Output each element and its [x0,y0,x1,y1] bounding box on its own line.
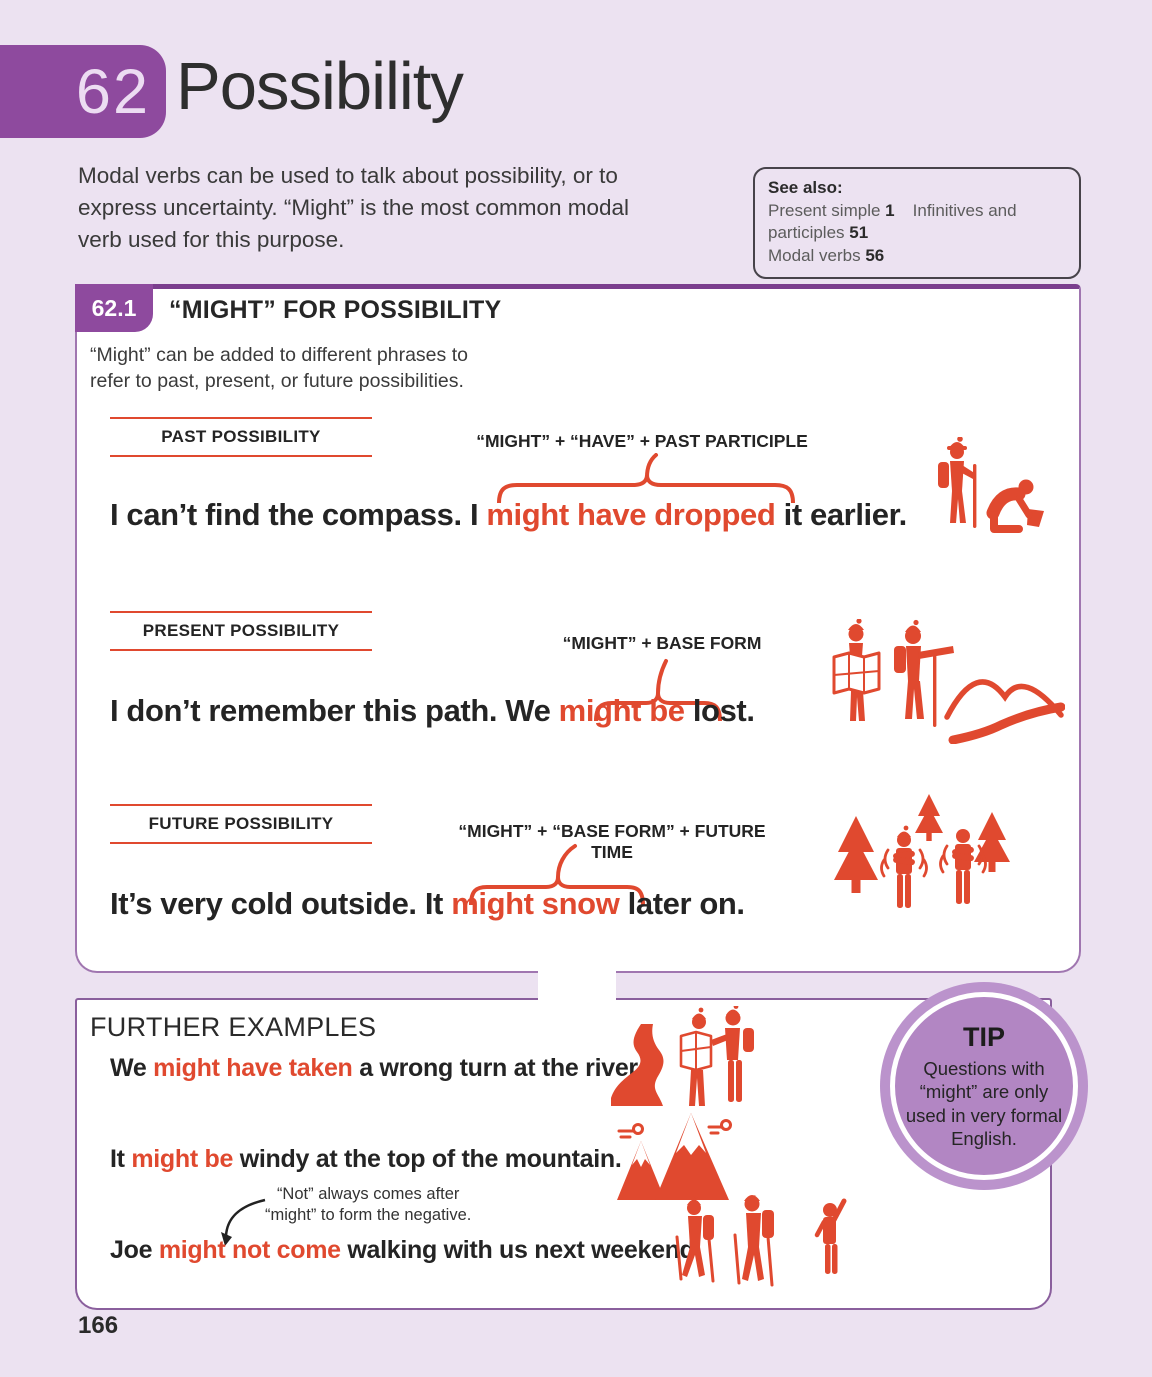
example-sentence-past: I can’t find the compass. I might have d… [110,497,907,532]
highlight-might-phrase: might be [131,1145,234,1173]
structure-label-present: “MIGHT” + BASE FORM [562,633,762,653]
highlight-might-phrase: might be [558,693,685,728]
label-future-possibility: FUTURE POSSIBILITY [110,804,372,844]
structure-label-past: “MIGHT” + “HAVE” + PAST PARTICIPLE [476,431,808,451]
page-title: Possibility [176,49,464,124]
see-also-ref: Present simple 1 [768,200,895,220]
overbrace-past [497,453,795,503]
section-number-badge: 62.1 [75,284,153,332]
see-also-box: See also: Present simple 1 Infinitives an… [753,167,1081,280]
tip-inner-circle: TIP Questions with “might” are only used… [890,992,1078,1180]
see-also-ref: Infinitives and participles 51 [768,200,1017,243]
further-example-2: It might be windy at the top of the moun… [110,1145,622,1173]
example-sentence-present: I don’t remember this path. We might be … [110,693,755,728]
label-present-possibility: PRESENT POSSIBILITY [110,611,372,651]
further-example-1: We might have taken a wrong turn at the … [110,1054,644,1082]
negative-form-annotation: “Not” always comes after “might” to form… [265,1185,472,1225]
unit-number-badge: 62 [0,45,166,138]
highlight-might-phrase: might not come [158,1236,341,1264]
structure-label-future: “MIGHT” + “BASE FORM” + FUTURE TIME [458,821,766,862]
see-also-row: Modal verbs 56 [768,245,1066,268]
page-number: 166 [78,1312,119,1339]
highlight-might-phrase: might snow [451,886,620,921]
unit-number: 62 [75,56,150,127]
section-subtitle: “Might” can be added to different phrase… [90,344,468,392]
annotation-arrow [221,1198,266,1246]
river-and-hikers-reading-map-illustration [607,1004,767,1116]
intro-text: Modal verbs can be used to talk about po… [78,163,630,252]
highlight-might-phrase: might have dropped [486,497,776,532]
overbrace-future [469,844,645,905]
example-sentence-future: It’s very cold outside. It might snow la… [110,886,745,921]
see-also-title: See also: [768,178,843,197]
panel-connector [538,958,616,1006]
further-examples-title: FURTHER EXAMPLES [90,1012,377,1042]
walking-hikers-and-waving-person-illustration [667,1190,867,1302]
windy-snowcapped-mountains-illustration [617,1105,735,1205]
section-panel-62-1: 62.1 “MIGHT” FOR POSSIBILITY “Might” can… [75,284,1081,973]
tip-text: Questions with “might” are only used in … [905,1058,1063,1149]
section-heading: “MIGHT” FOR POSSIBILITY [169,296,502,324]
further-example-3: Joe might not come walking with us next … [110,1236,702,1264]
tip-circle: TIP Questions with “might” are only used… [880,982,1088,1190]
see-also-ref: Modal verbs 56 [768,245,885,265]
tip-title: TIP [962,1022,1005,1053]
overbrace-present [594,659,722,721]
see-also-row: Present simple 1 Infinitives and particip… [768,200,1066,245]
hiker-and-kneeling-hiker-illustration [927,436,1052,552]
hikers-with-map-and-mountain-path-illustration [825,618,1066,749]
highlight-might-phrase: might have taken [153,1054,353,1082]
pine-trees-and-shivering-hikers-illustration [832,794,1017,939]
label-past-possibility: PAST POSSIBILITY [110,417,372,457]
